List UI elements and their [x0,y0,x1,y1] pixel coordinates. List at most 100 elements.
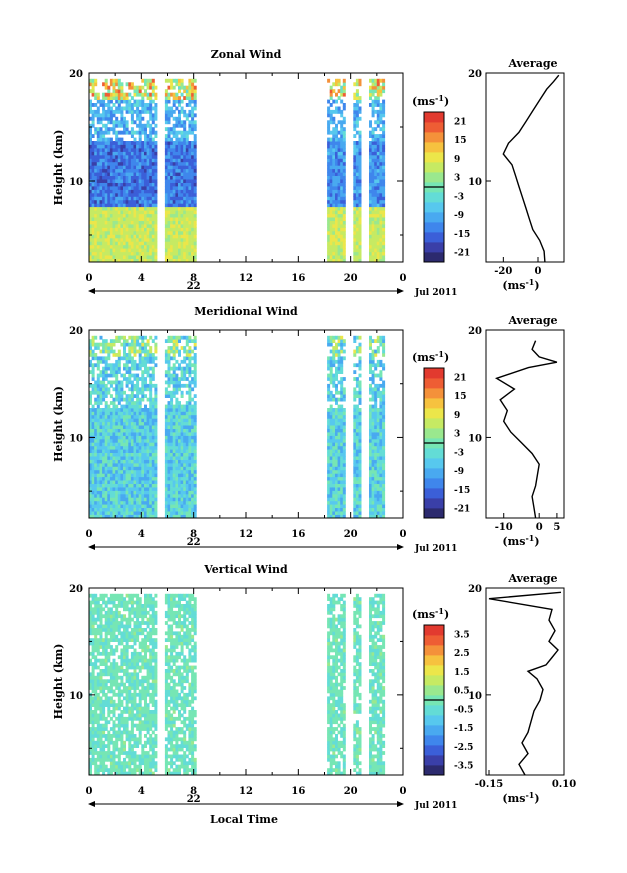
heatmap-cell [172,230,176,235]
heatmap-cell [133,168,137,173]
heatmap-cell [164,134,168,138]
heatmap-cell [371,428,375,433]
heatmap-cell [146,96,150,100]
heatmap-cell [104,438,108,443]
heatmap-cell [185,342,189,347]
heatmap-cell [379,113,383,118]
heatmap-cell [185,452,189,457]
heatmap-cell [382,106,386,111]
heatmap-cell [102,339,106,343]
heatmap-cell [125,251,129,256]
heatmap-cell [128,234,132,239]
heatmap-cell [133,459,137,464]
heatmap-cell [369,123,372,128]
colorbar-swatch [424,172,444,183]
heatmap-cell [178,493,181,498]
heatmap-cell [183,220,187,225]
heatmap-cell [99,206,103,211]
heatmap-cell [358,507,362,512]
heatmap-cell [327,199,331,204]
heatmap-cell [146,456,150,460]
heatmap-cell [149,366,153,371]
heatmap-cell [371,473,375,478]
heatmap-cell [115,380,119,385]
heatmap-cell [141,224,145,228]
heatmap-cell [104,356,108,361]
heatmap-cell [342,248,346,253]
heatmap-cell [178,363,181,368]
heatmap-cell [193,186,197,190]
heatmap-cell [327,186,331,190]
heatmap-cell [175,227,179,232]
heatmap-cell [185,158,189,163]
heatmap-cell [112,370,116,374]
heatmap-cell [355,148,359,152]
heatmap-cell [149,473,153,478]
heatmap-cell [167,428,171,433]
heatmap-cell [332,349,336,354]
heatmap-cell [193,404,197,409]
heatmap-cell [102,234,106,239]
heatmap-cell [188,158,192,163]
heatmap-cell [172,456,176,460]
heatmap-cell [99,373,103,378]
heatmap-cell [342,490,346,495]
heatmap-cell [94,449,98,453]
heatmap-cell [382,199,386,204]
heatmap-cell [355,165,359,170]
heatmap-cell [342,469,346,474]
heatmap-cell [193,476,197,481]
heatmap-cell [164,504,168,508]
heatmap-cell [374,148,378,152]
heatmap-cell [170,421,174,426]
heatmap-cell [102,172,106,176]
heatmap-cell [337,237,341,242]
heatmap-cell [342,186,346,190]
heatmap-cell [335,490,338,495]
heatmap-cell [115,507,119,512]
heatmap-cell [175,196,179,201]
heatmap-cell [188,85,192,90]
heatmap-cell [178,123,181,128]
heatmap-cell [128,182,132,187]
heatmap-cell [96,158,100,163]
heatmap-cell [183,366,187,371]
heatmap-cell [130,414,134,419]
heatmap-cell [167,237,171,242]
heatmap-cell [340,418,344,423]
heatmap-cell [120,500,124,505]
heatmap-cell [112,487,116,491]
heatmap-cell [115,476,119,481]
heatmap-cell [329,390,333,395]
heatmap-cell [342,258,346,263]
heatmap-cell [120,89,124,94]
heatmap-cell [180,408,184,412]
heatmap-cell [191,92,195,97]
heatmap-cell [340,408,344,412]
heatmap-cell [112,96,116,100]
heatmap-cell [130,154,134,159]
heatmap-cell [133,342,137,347]
heatmap-cell [337,432,341,436]
heatmap-cell [89,401,92,405]
heatmap-cell [141,504,145,508]
heatmap-cell [117,493,121,498]
heatmap-cell [164,445,168,450]
heatmap-cell [123,186,126,190]
heatmap-cell [172,476,176,481]
heatmap-cell [112,220,116,225]
heatmap-cell [144,435,147,440]
heatmap-cell [191,172,195,176]
heatmap-cell [149,106,153,111]
heatmap-cell [172,335,176,340]
heatmap-cells [89,335,386,519]
heatmap-cell [175,255,179,259]
heatmap-cell [340,349,344,354]
heatmap-cell [89,165,92,170]
heatmap-cell [178,404,181,409]
heatmap-cell [123,473,126,478]
heatmap-cell [191,356,195,361]
heatmap-cell [164,373,168,378]
heatmap-cell [107,241,111,246]
heatmap-cell [167,196,171,201]
